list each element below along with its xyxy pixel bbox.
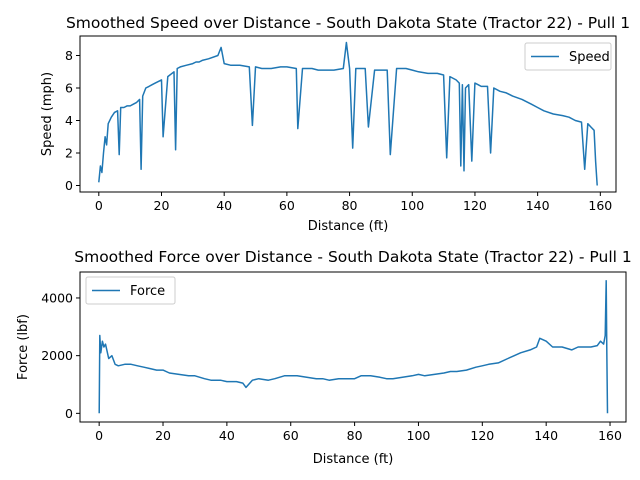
force-y-ticks: 0 2000 4000 — [41, 290, 80, 421]
force-x-tick-label: 140 — [534, 428, 558, 443]
speed-y-tick-label: 2 — [65, 146, 73, 161]
speed-x-tick-label: 120 — [463, 198, 487, 213]
force-legend: Force — [85, 276, 176, 305]
force-x-tick-label: 40 — [219, 428, 235, 443]
speed-y-axis-label: Speed (mph) — [40, 72, 55, 156]
force-chart-title: Smoothed Force over Distance - South Dak… — [74, 248, 631, 266]
force-y-tick-label: 0 — [65, 406, 73, 421]
speed-legend: Speed — [524, 42, 612, 71]
speed-x-axis-label: Distance (ft) — [308, 219, 389, 234]
speed-y-tick-label: 4 — [65, 113, 73, 128]
force-series-line — [98, 279, 609, 414]
speed-y-tick-label: 8 — [65, 48, 73, 63]
speed-chart: Smoothed Speed over Distance - South Dak… — [40, 14, 630, 234]
speed-x-ticks: 0 20 40 60 80 100 120 140 160 — [95, 192, 612, 213]
force-y-tick-label: 2000 — [41, 348, 73, 363]
force-chart: Smoothed Force over Distance - South Dak… — [16, 248, 632, 467]
force-legend-box — [85, 276, 176, 305]
speed-x-tick-label: 60 — [279, 198, 295, 213]
force-y-tick-label: 4000 — [41, 290, 73, 305]
speed-y-tick-label: 0 — [65, 178, 73, 193]
speed-x-tick-label: 20 — [154, 198, 170, 213]
speed-x-tick-label: 80 — [342, 198, 358, 213]
force-plot-frame — [79, 271, 627, 423]
speed-plot-frame — [79, 35, 617, 193]
speed-legend-label: Speed — [569, 50, 610, 65]
force-x-tick-label: 0 — [95, 428, 103, 443]
speed-y-ticks: 0 2 4 6 8 — [65, 48, 80, 193]
force-x-tick-label: 60 — [283, 428, 299, 443]
force-x-tick-label: 80 — [347, 428, 363, 443]
speed-x-tick-label: 140 — [526, 198, 550, 213]
speed-x-tick-label: 100 — [400, 198, 424, 213]
speed-chart-title: Smoothed Speed over Distance - South Dak… — [66, 14, 630, 32]
force-x-axis-label: Distance (ft) — [313, 452, 394, 467]
speed-x-tick-label: 0 — [95, 198, 103, 213]
force-y-axis-label: Force (lbf) — [16, 314, 31, 380]
force-x-tick-label: 100 — [407, 428, 431, 443]
speed-series-line — [98, 41, 598, 186]
force-x-tick-label: 20 — [155, 428, 171, 443]
force-x-tick-label: 120 — [470, 428, 494, 443]
force-x-ticks: 0 20 40 60 80 100 120 140 160 — [95, 422, 622, 443]
speed-x-tick-label: 160 — [588, 198, 612, 213]
force-legend-label: Force — [130, 284, 165, 299]
force-x-tick-label: 160 — [598, 428, 622, 443]
speed-x-tick-label: 40 — [216, 198, 232, 213]
speed-y-tick-label: 6 — [65, 81, 73, 96]
speed-legend-box — [524, 42, 612, 71]
